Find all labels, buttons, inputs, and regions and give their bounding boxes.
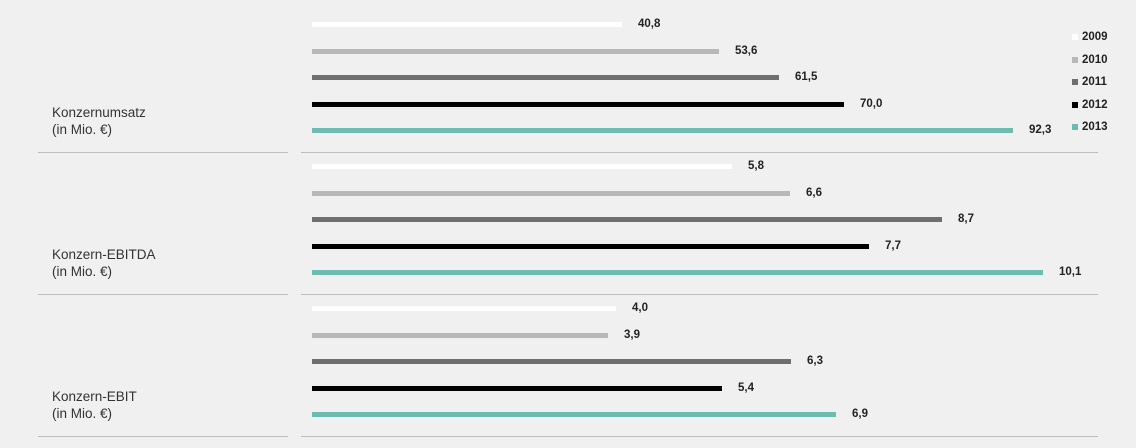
- legend-swatch: [1072, 101, 1078, 108]
- bar-2010: [312, 332, 608, 338]
- bar-2011: [312, 217, 942, 222]
- bar-2009: [312, 22, 622, 27]
- panel-label-line1: Konzernumsatz: [52, 105, 146, 120]
- legend-label: 2009: [1082, 31, 1108, 43]
- bar-2012: [312, 243, 869, 249]
- legend-swatch: [1072, 79, 1078, 85]
- panel-label-line1: Konzern-EBITDA: [52, 247, 156, 262]
- bar-2013: [312, 412, 836, 417]
- bar-2010: [312, 48, 719, 54]
- data-label: 6,6: [806, 186, 822, 199]
- panel-separator-right: [301, 436, 1098, 437]
- data-label: 5,4: [738, 381, 754, 394]
- data-label: 7,7: [885, 239, 901, 252]
- bar-2009: [312, 306, 616, 311]
- bar-2012: [312, 101, 844, 107]
- data-label: 53,6: [735, 44, 758, 57]
- legend-swatch: [1072, 56, 1078, 63]
- data-label: 40,8: [638, 18, 661, 30]
- bar-2012: [312, 385, 722, 391]
- panel-separator-right: [301, 294, 1098, 295]
- data-label: 92,3: [1029, 124, 1052, 136]
- legend-swatch: [1072, 34, 1078, 40]
- legend-swatch: [1072, 124, 1078, 130]
- panel-label: Konzernumsatz (in Mio. €): [52, 104, 272, 138]
- data-label: 5,8: [748, 160, 764, 172]
- panel-separator-left: [38, 294, 288, 295]
- panel-label-line2: (in Mio. €): [52, 406, 113, 421]
- data-label: 10,1: [1059, 266, 1082, 278]
- bar-2011: [312, 359, 791, 364]
- data-label: 4,0: [632, 302, 648, 314]
- panel-separator-right: [301, 152, 1098, 153]
- panel-label: Konzern-EBIT (in Mio. €): [52, 388, 272, 422]
- legend-label: 2013: [1082, 121, 1108, 133]
- panel-separator-left: [38, 152, 288, 153]
- panel-label-line2: (in Mio. €): [52, 264, 113, 279]
- legend-label: 2012: [1082, 98, 1108, 111]
- panel-label-line2: (in Mio. €): [52, 122, 113, 137]
- bar-2013: [312, 128, 1013, 133]
- legend-label: 2011: [1082, 76, 1107, 88]
- data-label: 61,5: [795, 71, 818, 83]
- bar-2011: [312, 75, 779, 80]
- data-label: 6,3: [807, 355, 823, 367]
- bar-2009: [312, 164, 732, 169]
- legend-label: 2010: [1082, 53, 1108, 66]
- data-label: 70,0: [860, 97, 883, 110]
- panel-label: Konzern-EBITDA (in Mio. €): [52, 246, 272, 280]
- bar-2013: [312, 270, 1043, 275]
- data-label: 8,7: [958, 213, 974, 225]
- panel-label-line1: Konzern-EBIT: [52, 389, 137, 404]
- data-label: 3,9: [624, 328, 640, 341]
- panel-separator-left: [38, 436, 288, 437]
- data-label: 6,9: [852, 408, 868, 420]
- bar-2010: [312, 190, 790, 196]
